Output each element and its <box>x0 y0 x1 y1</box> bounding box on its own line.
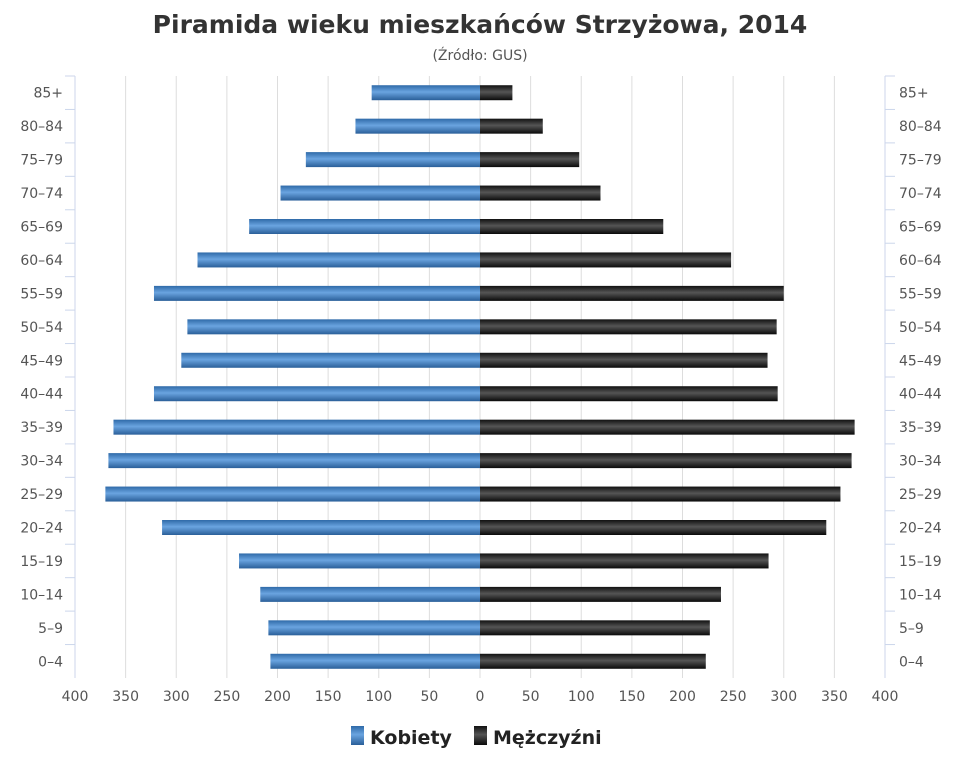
bar-kobiety <box>355 118 480 134</box>
legend-swatch-kobiety <box>351 726 364 745</box>
legend-label-kobiety[interactable]: Kobiety <box>370 727 453 749</box>
y-tick-label-right: 15–19 <box>899 554 942 570</box>
y-tick-label-left: 10–14 <box>20 587 63 603</box>
bar-kobiety <box>187 319 480 335</box>
x-tick-label: 150 <box>315 689 342 705</box>
bar-kobiety <box>153 386 480 402</box>
y-tick-label-left: 0–4 <box>38 654 63 670</box>
x-tick-label: 150 <box>619 689 646 705</box>
bar-kobiety <box>249 219 480 234</box>
y-tick-label-right: 60–64 <box>899 253 942 269</box>
y-tick-label-left: 30–34 <box>20 454 63 470</box>
legend-swatch-mezczyzni <box>474 726 487 745</box>
x-tick-label: 50 <box>522 689 540 705</box>
y-tick-label-right: 30–34 <box>899 454 942 470</box>
bar-kobiety <box>108 453 480 469</box>
x-tick-label: 100 <box>365 689 392 705</box>
y-tick-label-left: 35–39 <box>20 420 63 436</box>
x-tick-label: 400 <box>62 689 89 705</box>
bar-kobiety <box>305 152 480 168</box>
y-tick-label-left: 55–59 <box>20 286 63 302</box>
x-tick-label: 250 <box>720 689 747 705</box>
y-tick-label-left: 45–49 <box>20 353 63 369</box>
y-tick-label-right: 5–9 <box>899 621 924 637</box>
x-tick-label: 400 <box>872 689 899 705</box>
x-tick-label: 50 <box>420 689 438 705</box>
y-tick-label-left: 40–44 <box>20 387 63 403</box>
x-tick-label: 300 <box>770 689 797 705</box>
y-tick-label-left: 75–79 <box>20 153 63 169</box>
x-tick-label: 100 <box>568 689 595 705</box>
y-tick-label-left: 50–54 <box>20 320 63 336</box>
legend-label-mezczyzni[interactable]: Mężczyźni <box>493 727 602 749</box>
y-tick-label-right: 85+ <box>899 86 929 102</box>
bar-kobiety <box>153 285 480 301</box>
bar-mezczyzni <box>480 386 778 402</box>
x-tick-label: 200 <box>264 689 291 705</box>
bar-kobiety <box>181 352 480 368</box>
y-tick-label-right: 65–69 <box>899 220 942 236</box>
bar-mezczyzni <box>480 285 784 301</box>
y-tick-label-left: 85+ <box>33 86 63 102</box>
y-tick-label-right: 70–74 <box>899 186 942 202</box>
x-tick-label: 250 <box>214 689 241 705</box>
chart-title: Piramida wieku mieszkańców Strzyżowa, 20… <box>153 10 808 39</box>
y-tick-label-left: 70–74 <box>20 186 63 202</box>
y-tick-label-left: 5–9 <box>38 621 63 637</box>
bar-kobiety <box>113 419 480 435</box>
legend: Kobiety Mężczyźni <box>351 726 602 749</box>
bar-mezczyzni <box>480 419 855 435</box>
bar-kobiety <box>162 520 480 535</box>
bar-mezczyzni <box>480 219 664 234</box>
y-tick-label-left: 25–29 <box>20 487 63 503</box>
bar-mezczyzni <box>480 486 841 502</box>
bar-mezczyzni <box>480 453 852 469</box>
bar-kobiety <box>239 553 480 569</box>
bar-kobiety <box>371 85 480 101</box>
y-tick-label-right: 40–44 <box>899 387 942 403</box>
y-tick-label-right: 35–39 <box>899 420 942 436</box>
x-tick-label: 350 <box>112 689 139 705</box>
y-tick-label-right: 50–54 <box>899 320 942 336</box>
bar-mezczyzni <box>480 118 543 134</box>
chart-subtitle: (Źródło: GUS) <box>432 46 527 64</box>
bar-mezczyzni <box>480 319 777 335</box>
bar-kobiety <box>280 185 480 201</box>
y-tick-label-right: 80–84 <box>899 119 942 135</box>
bar-mezczyzni <box>480 520 827 535</box>
bar-mezczyzni <box>480 653 706 669</box>
y-tick-label-left: 80–84 <box>20 119 63 135</box>
y-tick-label-left: 60–64 <box>20 253 63 269</box>
y-tick-label-right: 0–4 <box>899 654 924 670</box>
y-tick-label-right: 45–49 <box>899 353 942 369</box>
bar-mezczyzni <box>480 185 601 201</box>
bar-mezczyzni <box>480 620 710 636</box>
bar-kobiety <box>105 486 480 502</box>
bar-mezczyzni <box>480 553 769 569</box>
y-tick-label-left: 65–69 <box>20 220 63 236</box>
x-tick-label: 200 <box>669 689 696 705</box>
y-tick-label-right: 55–59 <box>899 286 942 302</box>
bar-mezczyzni <box>480 586 721 602</box>
x-tick-label: 300 <box>163 689 190 705</box>
bar-kobiety <box>270 653 480 669</box>
y-tick-label-left: 20–24 <box>20 521 63 537</box>
x-tick-label: 350 <box>821 689 848 705</box>
y-tick-label-left: 15–19 <box>20 554 63 570</box>
bar-mezczyzni <box>480 152 580 168</box>
bar-kobiety <box>197 252 480 268</box>
bar-kobiety <box>268 620 480 636</box>
y-tick-label-right: 10–14 <box>899 587 942 603</box>
y-tick-label-right: 75–79 <box>899 153 942 169</box>
bar-mezczyzni <box>480 85 513 101</box>
y-tick-label-right: 25–29 <box>899 487 942 503</box>
bar-mezczyzni <box>480 352 768 368</box>
bar-kobiety <box>260 586 480 602</box>
y-tick-label-right: 20–24 <box>899 521 942 537</box>
bar-mezczyzni <box>480 252 732 268</box>
x-tick-label: 0 <box>476 689 485 705</box>
